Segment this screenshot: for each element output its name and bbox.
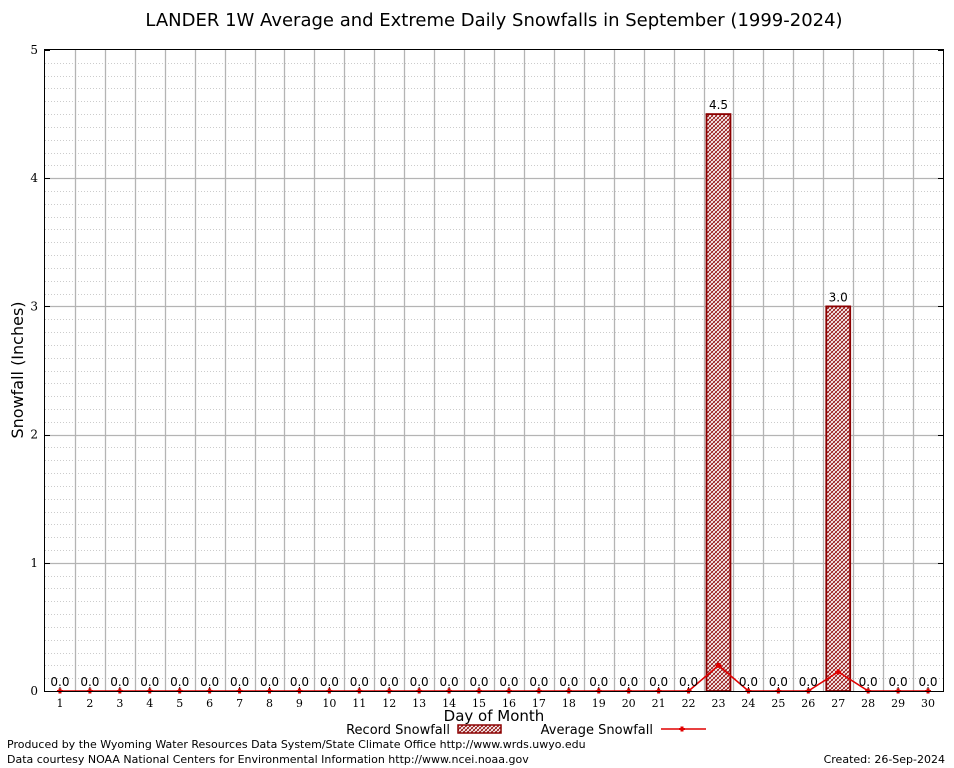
x-tick-label: 21	[652, 697, 666, 710]
x-tick-label: 15	[472, 697, 486, 710]
data-label: 0.0	[290, 675, 309, 689]
legend-swatch-record	[457, 724, 502, 734]
y-tick-label: 0	[30, 684, 38, 698]
x-tick-label: 7	[236, 697, 243, 710]
record-bar	[825, 305, 852, 692]
y-tick-label: 5	[30, 43, 38, 57]
plot-frame	[44, 49, 944, 692]
data-label: 3.0	[829, 290, 848, 304]
data-label: 0.0	[350, 675, 369, 689]
footer-produced-by: Produced by the Wyoming Water Resources …	[7, 738, 586, 751]
x-tick-label: 24	[741, 697, 755, 710]
x-tick-label: 8	[266, 697, 273, 710]
x-tick-label: 26	[801, 697, 815, 710]
x-tick-label: 14	[442, 697, 456, 710]
x-tick-label: 23	[712, 697, 726, 710]
data-label: 0.0	[410, 675, 429, 689]
x-tick-label: 13	[412, 697, 426, 710]
y-tick-label: 1	[30, 556, 38, 570]
data-label: 0.0	[260, 675, 279, 689]
data-label: 0.0	[499, 675, 518, 689]
data-label: 0.0	[529, 675, 548, 689]
legend-label-average: Average Snowfall	[541, 723, 653, 738]
bars	[705, 113, 852, 692]
data-label: 0.0	[380, 675, 399, 689]
data-label: 0.0	[889, 675, 908, 689]
record-bar	[705, 113, 732, 692]
y-tick-label: 4	[30, 171, 38, 185]
x-tick-label: 2	[86, 697, 93, 710]
y-tick-label: 3	[30, 299, 38, 313]
x-tick-label: 3	[116, 697, 123, 710]
footer-data-courtesy: Data courtesy NOAA National Centers for …	[7, 753, 529, 766]
average-point	[715, 662, 722, 668]
data-label: 0.0	[799, 675, 818, 689]
data-label: 0.0	[80, 675, 99, 689]
data-label: 0.0	[918, 675, 937, 689]
legend-label-record: Record Snowfall	[346, 723, 450, 738]
data-label: 0.0	[739, 675, 758, 689]
x-tick-label: 11	[352, 697, 366, 710]
data-label: 0.0	[859, 675, 878, 689]
data-label: 0.0	[50, 675, 69, 689]
data-labels: 0.0 0.0 0.0 0.0 0.0 0.0 0.0 0.0 0.0 0.0 0.0 0.0 0.0 0…	[50, 98, 937, 689]
grid	[45, 50, 943, 692]
x-tick-label: 28	[861, 697, 875, 710]
data-label: 0.0	[440, 675, 459, 689]
x-tick-label: 1	[56, 697, 63, 710]
chart-title: LANDER 1W Average and Extreme Daily Snow…	[145, 10, 842, 31]
y-axis-label: Snowfall (Inches)	[8, 301, 27, 438]
legend-swatch-average-marker	[679, 726, 685, 732]
data-label: 0.0	[469, 675, 488, 689]
x-tick-label: 25	[771, 697, 785, 710]
x-tick-label: 16	[502, 697, 516, 710]
data-label: 4.5	[709, 98, 728, 112]
x-tick-label: 17	[532, 697, 546, 710]
x-axis-label: Day of Month	[444, 707, 545, 725]
data-label: 0.0	[679, 675, 698, 689]
data-label: 0.0	[559, 675, 578, 689]
x-tick-label: 20	[622, 697, 636, 710]
y-tick-label: 2	[30, 428, 38, 442]
x-tick-label: 18	[562, 697, 576, 710]
data-label: 0.0	[170, 675, 189, 689]
data-label: 0.0	[619, 675, 638, 689]
legend: Record Snowfall Average Snowfall	[346, 723, 706, 738]
data-label: 0.0	[230, 675, 249, 689]
x-tick-label: 4	[146, 697, 153, 710]
x-tick-label: 22	[682, 697, 696, 710]
x-tick-label: 29	[891, 697, 905, 710]
average-point	[835, 669, 842, 675]
x-tick-label: 10	[322, 697, 336, 710]
data-label: 0.0	[110, 675, 129, 689]
x-tick-label: 30	[921, 697, 935, 710]
x-tick-label: 5	[176, 697, 183, 710]
data-label: 0.0	[649, 675, 668, 689]
x-tick-label: 12	[382, 697, 396, 710]
data-label: 0.0	[769, 675, 788, 689]
footer-created: Created: 26-Sep-2024	[824, 753, 945, 766]
data-label: 0.0	[200, 675, 219, 689]
x-tick-label: 19	[592, 697, 606, 710]
x-tick-label: 6	[206, 697, 213, 710]
data-label: 0.0	[589, 675, 608, 689]
x-tick-label: 27	[831, 697, 845, 710]
x-tick-label: 9	[296, 697, 303, 710]
data-label: 0.0	[320, 675, 339, 689]
data-label: 0.0	[140, 675, 159, 689]
